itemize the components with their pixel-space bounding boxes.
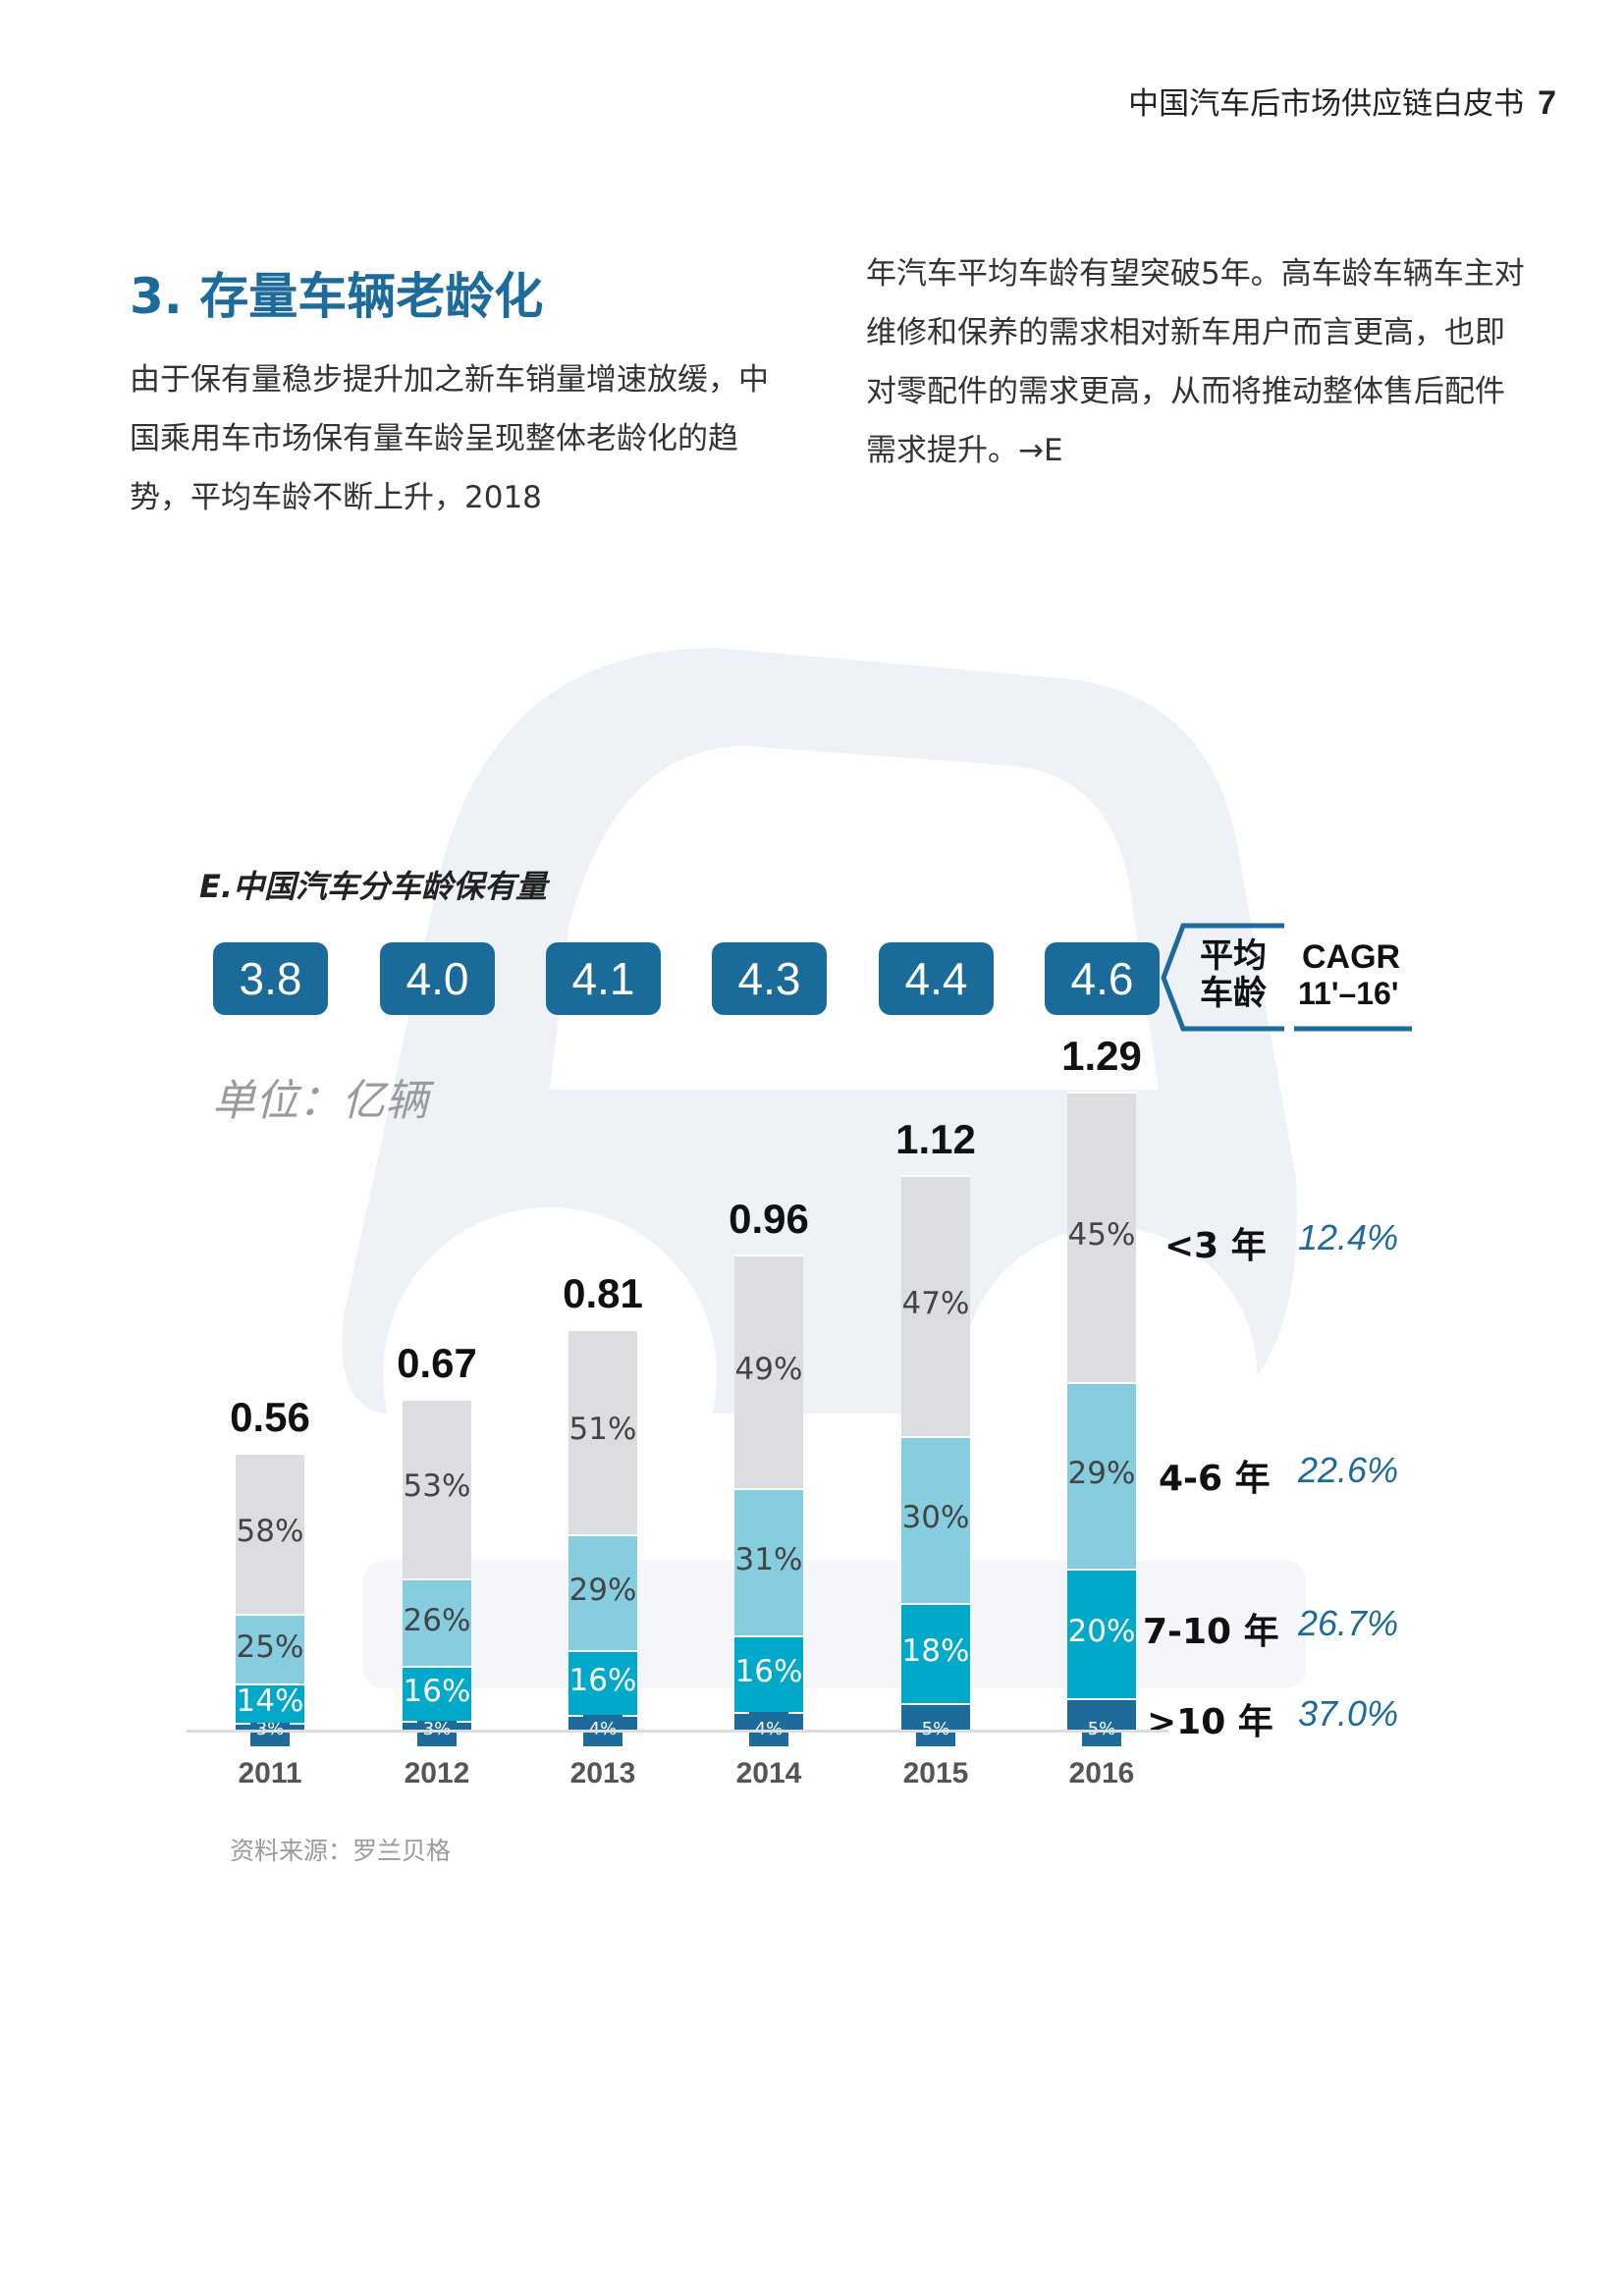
bar-segment-label: 53% <box>403 1468 471 1505</box>
cagr-value: 12.4% <box>1298 1217 1399 1257</box>
header-title: 中国汽车后市场供应链白皮书 7 <box>1128 79 1556 123</box>
bar-segment <box>734 1487 803 1636</box>
avg-age-box: 4.6 <box>1045 942 1160 1015</box>
avg-age-box: 4.0 <box>380 942 495 1015</box>
bar-segment <box>734 1635 803 1712</box>
bar-segment-label: 5% <box>916 1711 955 1746</box>
bar-segment-label: 18% <box>901 1632 970 1669</box>
avg-age-box: 4.1 <box>546 942 661 1015</box>
legend-label: 4-6 年 <box>1159 1459 1271 1499</box>
bar-segment-label: 14% <box>236 1682 304 1719</box>
bar-segment <box>901 1602 970 1703</box>
bar-segment <box>236 1614 304 1683</box>
unit-label: 单位：亿辆 <box>212 1076 428 1126</box>
legend-label: <3 年 <box>1164 1226 1267 1266</box>
bar-segment-label: 58% <box>236 1514 304 1550</box>
bar-segment <box>901 1175 970 1437</box>
bar-segment-label: 45% <box>1067 1216 1136 1253</box>
x-tick-label: 2012 <box>404 1757 470 1789</box>
paragraph-right: 年汽车平均车龄有望突破5年。高车龄车辆车主对维修和保养的需求相对新车用户而言更高… <box>866 256 1525 468</box>
bar-segment <box>568 1650 637 1715</box>
x-tick-label: 2015 <box>902 1757 969 1789</box>
avg-age-label: 平均车龄 <box>1200 936 1267 1013</box>
source-note: 资料来源：罗兰贝格 <box>230 1837 452 1865</box>
bar-segment-label: 4% <box>749 1711 788 1746</box>
x-tick-label: 2016 <box>1068 1757 1135 1789</box>
x-axis-baseline <box>187 1730 1168 1733</box>
bar-segment-label: 29% <box>568 1572 637 1608</box>
bar-segment <box>236 1682 304 1723</box>
bar-segment-label: 49% <box>734 1351 803 1387</box>
cagr-value: 26.7% <box>1298 1603 1399 1643</box>
avg-age-box: 3.8 <box>213 942 328 1015</box>
bar-segment <box>1067 1381 1136 1570</box>
bar-segment-label: 25% <box>236 1629 304 1665</box>
bar-segment <box>403 1398 471 1578</box>
paragraph-left: 由于保有量稳步提升加之新车销量增速放缓，中国乘用车市场保有量车龄呈现整体老龄化的… <box>130 362 769 515</box>
bar-segment-label: 4% <box>583 1711 622 1746</box>
x-tick-label: 2014 <box>735 1757 802 1789</box>
legend-label: >10 年 <box>1147 1702 1273 1742</box>
bar-segment-label: 31% <box>734 1541 803 1577</box>
cagr-value: 37.0% <box>1298 1693 1399 1734</box>
page-number: 7 <box>1538 84 1556 122</box>
bar-segment <box>403 1666 471 1721</box>
bar-segment-label: 16% <box>568 1662 637 1698</box>
bar-segment <box>1067 1569 1136 1699</box>
bar-segment <box>568 1328 637 1534</box>
bar-segment <box>236 1453 304 1615</box>
avg-age-bracket <box>1161 923 1412 1032</box>
bar-segment-label: 47% <box>901 1286 970 1322</box>
chart-title: E.中国汽车分车龄保有量 <box>199 868 548 905</box>
avg-age-box: 4.4 <box>879 942 994 1015</box>
bar-segment-label: 51% <box>568 1412 637 1448</box>
bar-segment-label: 29% <box>1067 1456 1136 1492</box>
bar-segment-label: 5% <box>1082 1711 1121 1746</box>
bar-total-label: 0.81 <box>563 1269 643 1316</box>
bar-total-label: 0.56 <box>230 1394 310 1441</box>
document-title: 中国汽车后市场供应链白皮书 <box>1128 86 1525 122</box>
bar-segment <box>734 1255 803 1488</box>
bar-total-label: 0.67 <box>397 1339 477 1386</box>
bar-segment-label: 30% <box>901 1500 970 1536</box>
bar-segment <box>1067 1091 1136 1382</box>
cagr-value: 22.6% <box>1298 1450 1399 1490</box>
x-tick-label: 2011 <box>238 1757 302 1789</box>
cagr-header: CAGR <box>1302 938 1401 976</box>
bar-segment <box>403 1577 471 1667</box>
bar-segment-label: 16% <box>734 1653 803 1689</box>
x-tick-label: 2013 <box>569 1757 636 1789</box>
bar-total-label: 1.29 <box>1061 1032 1142 1079</box>
cagr-period: 11'–16' <box>1298 976 1399 1011</box>
bar-total-label: 1.12 <box>895 1116 976 1163</box>
bar-segment-label: 16% <box>403 1674 471 1710</box>
legend-label: 7-10 年 <box>1143 1612 1279 1652</box>
bar-segment <box>568 1533 637 1651</box>
bar-segment-label: 20% <box>1067 1614 1136 1650</box>
avg-age-box: 4.3 <box>712 942 827 1015</box>
bar-segment-label: 26% <box>403 1602 471 1638</box>
bar-total-label: 0.96 <box>729 1196 809 1243</box>
bar-segment <box>901 1436 970 1603</box>
section-title: 3. 存量车辆老龄化 <box>130 268 544 325</box>
